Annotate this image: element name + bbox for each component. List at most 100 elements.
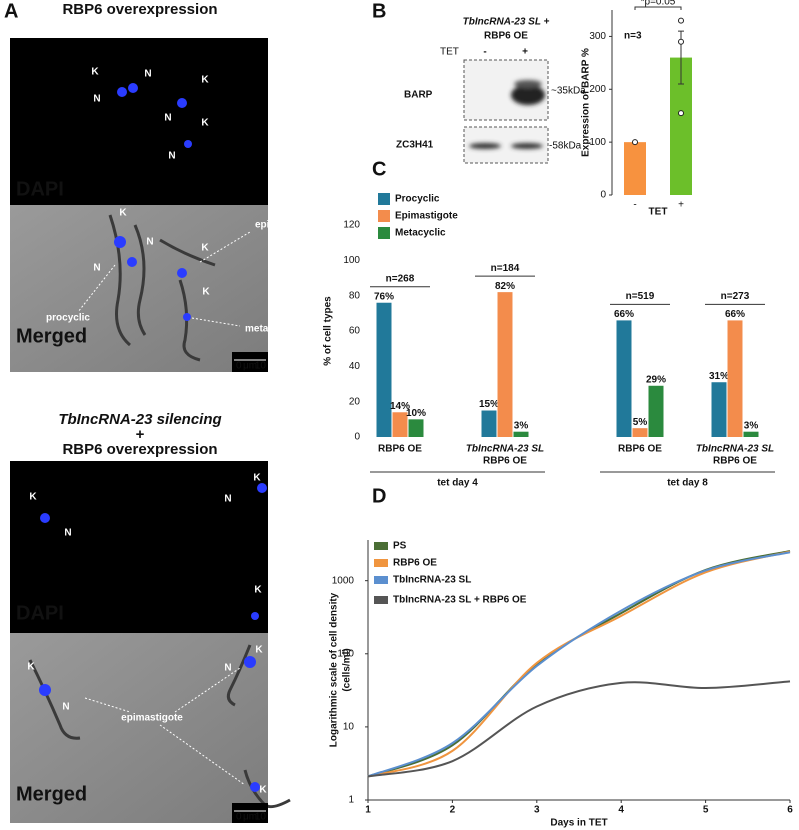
- value-label: 66%: [614, 309, 634, 320]
- size-label: -58kDa: [549, 141, 582, 152]
- blot-row-label: BARP: [404, 90, 433, 101]
- x-tick-label: 3: [534, 805, 540, 816]
- y-axis-label: % of cell types: [323, 296, 334, 366]
- x-tick-label: 1: [365, 805, 371, 816]
- y-tick-label: 0: [354, 432, 360, 443]
- legend-swatch: [374, 542, 388, 550]
- panel-label: C: [372, 158, 386, 180]
- bar: [670, 57, 692, 196]
- value-label: 31%: [709, 371, 729, 382]
- legend-label: Metacyclic: [395, 228, 446, 239]
- x-tick-label: 4: [618, 805, 624, 816]
- value-label: 3%: [744, 420, 759, 431]
- x-tick-label: TbIncRNA-23 SL: [466, 444, 544, 455]
- y-tick-label: 1000: [332, 575, 355, 586]
- marker-label: N: [168, 151, 175, 162]
- panel-title: TbIncRNA-23 silencing: [58, 411, 221, 428]
- y-tick-label: 0: [600, 190, 606, 201]
- channel-label: Merged: [16, 783, 87, 805]
- group-label: tet day 8: [667, 478, 708, 489]
- y-tick-label: 300: [589, 31, 606, 42]
- marker-label: N: [144, 69, 151, 80]
- bar: [711, 382, 727, 437]
- cell-type-label: epimastigote: [255, 220, 317, 231]
- legend-label: PS: [393, 541, 407, 552]
- marker-label: N: [62, 702, 69, 713]
- y-tick-label: 100: [343, 255, 360, 266]
- cell-type-label: procyclic: [46, 313, 90, 324]
- legend-swatch: [374, 576, 388, 584]
- bar: [727, 320, 743, 437]
- y-tick-label: 80: [349, 290, 361, 301]
- channel-label: DAPI: [16, 602, 64, 624]
- data-point: [678, 17, 684, 24]
- marker-label: N: [93, 263, 100, 274]
- x-tick-label: 6: [787, 805, 793, 816]
- x-tick-label: RBP6 OE: [378, 444, 422, 455]
- x-tick-label: -: [633, 200, 636, 211]
- legend-label: TbIncRNA-23 SL: [393, 575, 471, 586]
- scale-label: μm: [243, 361, 257, 372]
- cell-type-label: epimastigote: [121, 713, 183, 724]
- construct-label: TbIncRNA-23 SL +: [463, 17, 550, 28]
- scale-label: μm: [243, 812, 257, 823]
- bar: [648, 385, 664, 437]
- marker-label: N: [224, 494, 231, 505]
- x-tick-label: +: [678, 200, 684, 211]
- value-label: 29%: [646, 374, 666, 385]
- data-point: [678, 38, 684, 45]
- value-label: 14%: [390, 401, 410, 412]
- bar: [497, 292, 513, 437]
- marker-label: K: [201, 118, 209, 129]
- marker-label: K: [259, 785, 267, 796]
- scale-label: 0: [236, 812, 242, 823]
- marker-label: K: [253, 473, 261, 484]
- legend-swatch: [378, 227, 390, 239]
- legend-label: Procyclic: [395, 194, 440, 205]
- n-label: n=273: [721, 291, 750, 302]
- y-tick-label: 20: [349, 396, 361, 407]
- marker-label: K: [119, 208, 127, 219]
- legend-swatch: [378, 210, 390, 222]
- marker-label: N: [164, 113, 171, 124]
- n-label: n=268: [386, 273, 415, 284]
- y-tick-label: 10: [343, 722, 355, 733]
- marker-label: K: [201, 243, 209, 254]
- scale-bar-box: [232, 352, 268, 372]
- legend-label: RBP6 OE: [393, 558, 437, 569]
- blot-row-label: ZC3H41: [396, 140, 434, 151]
- panel-label: A: [4, 0, 18, 22]
- annotation: *p=0.05: [641, 0, 676, 8]
- marker-label: K: [254, 585, 262, 596]
- blot-bands: [469, 80, 545, 149]
- y-axis-label: (cells/ml): [342, 648, 353, 691]
- y-tick-label: 60: [349, 326, 361, 337]
- pointer-lines: [77, 231, 251, 786]
- legend-swatch: [374, 559, 388, 567]
- marker-label: K: [202, 287, 210, 298]
- panel-label: B: [372, 0, 386, 22]
- marker-label: N: [64, 528, 71, 539]
- y-tick-label: 120: [343, 220, 360, 231]
- n-label: n=519: [626, 291, 655, 302]
- x-tick-label: RBP6 OE: [713, 456, 757, 467]
- lane-label: -: [483, 47, 486, 58]
- x-tick-label: 5: [703, 805, 709, 816]
- marker-label: K: [201, 75, 209, 86]
- x-tick-label: 2: [450, 805, 456, 816]
- marker-label: N: [273, 621, 280, 632]
- value-label: 76%: [374, 291, 394, 302]
- marker-label: N: [146, 237, 153, 248]
- marker-label: K: [255, 645, 263, 656]
- bar: [632, 428, 648, 437]
- x-axis-label: TET: [649, 207, 668, 218]
- marker-label: N: [93, 94, 100, 105]
- scale-label: 10: [255, 812, 267, 823]
- y-tick-label: 200: [589, 84, 606, 95]
- nuclei: [39, 83, 267, 792]
- n-label: n=184: [491, 263, 520, 274]
- marker-label: K: [29, 492, 37, 503]
- merged-image: [10, 633, 268, 823]
- cells: [28, 214, 291, 809]
- series-line: [367, 680, 791, 778]
